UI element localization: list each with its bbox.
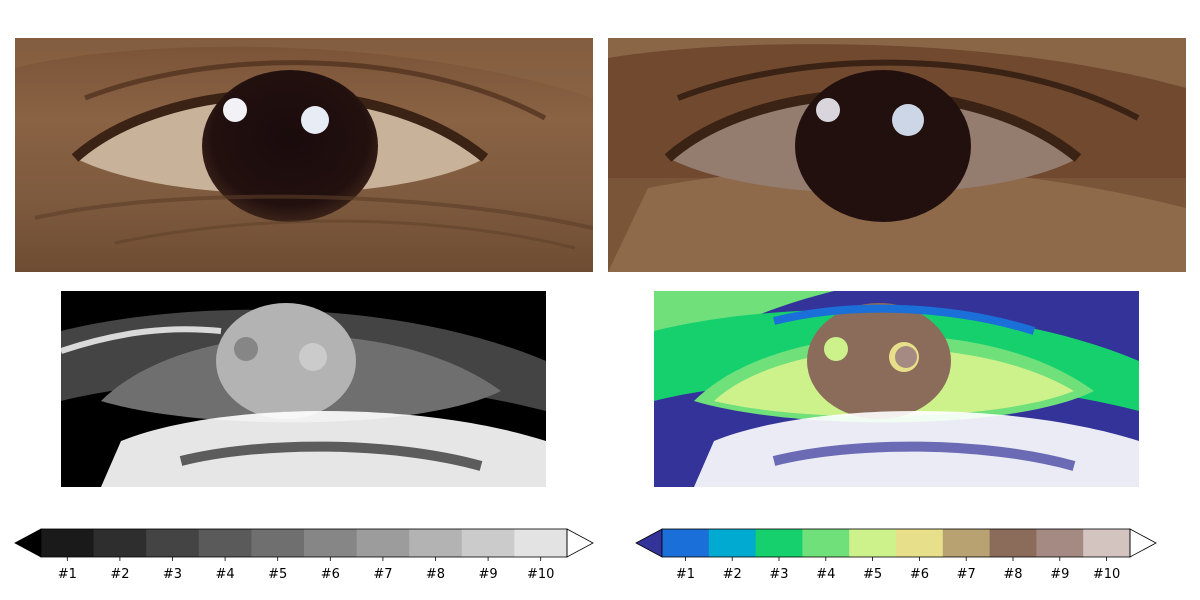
colorbar-tick-label: #2 xyxy=(110,567,129,582)
terrain-class-map xyxy=(654,291,1139,487)
colorbar-tick-label: #8 xyxy=(1003,567,1022,582)
colorbar-under-extension xyxy=(635,528,663,558)
colorbar-segment xyxy=(896,529,944,557)
grayscale-class-map xyxy=(61,291,546,487)
colorbar-over-extension xyxy=(566,528,594,558)
colorbar-segment xyxy=(514,529,568,557)
quantized-eye-photo xyxy=(608,38,1186,272)
colorbar-segment xyxy=(989,529,1037,557)
colorbar-tick-label: #6 xyxy=(321,567,340,582)
colorbar-segment xyxy=(942,529,991,557)
colorbar-tick-label: #9 xyxy=(479,567,498,582)
colorbar-tick-label: #5 xyxy=(268,567,287,582)
terrain-colorbar: #1 #2 #3 #4 #5 #6 #7 #8 #9 #10 xyxy=(635,528,1158,589)
colorbar-segment xyxy=(356,529,410,557)
colorbar-tick-label: #6 xyxy=(910,567,929,582)
colorbar-segment xyxy=(1083,529,1131,557)
colorbar-tick-label: #10 xyxy=(1093,567,1120,582)
colorbar-segment xyxy=(802,529,850,557)
colorbar-tick-label: #4 xyxy=(816,567,835,582)
colorbar-tick-label: #4 xyxy=(216,567,235,582)
colorbar-under-extension xyxy=(14,528,42,558)
colorbar-tick-label: #8 xyxy=(426,567,445,582)
colorbar-segment xyxy=(849,529,897,557)
colorbar-segment xyxy=(461,529,515,557)
colorbar-over-extension xyxy=(1129,528,1157,558)
colorbar-tick-label: #2 xyxy=(723,567,742,582)
colorbar-tick-label: #1 xyxy=(58,567,77,582)
colorbar-tick-label: #3 xyxy=(163,567,182,582)
colorbar-tick-label: #10 xyxy=(527,567,554,582)
colorbar-tick-label: #3 xyxy=(769,567,788,582)
colorbar-segment xyxy=(755,529,803,557)
colorbar-segment xyxy=(662,529,710,557)
colorbar-tick-label: #7 xyxy=(373,567,392,582)
colorbar-segment xyxy=(146,529,200,557)
colorbar-outline xyxy=(661,528,1131,558)
colorbar-segment xyxy=(409,529,463,557)
colorbar-outline xyxy=(40,528,568,558)
colorbar-segment xyxy=(1036,529,1084,557)
gray-colorbar: #1 #2 #3 #4 #5 #6 #7 #8 #9 #10 xyxy=(14,528,594,589)
colorbar-segment xyxy=(93,529,147,557)
colorbar-segment xyxy=(708,529,757,557)
colorbar-segment xyxy=(41,529,95,557)
colorbar-segment xyxy=(304,529,358,557)
original-eye-photo xyxy=(15,38,593,272)
colorbar-tick-label: #9 xyxy=(1050,567,1069,582)
colorbar-segment xyxy=(198,529,252,557)
colorbar-tick-label: #5 xyxy=(863,567,882,582)
colorbar-tick-label: #7 xyxy=(957,567,976,582)
colorbar-tick-label: #1 xyxy=(676,567,695,582)
colorbar-segment xyxy=(251,529,305,557)
